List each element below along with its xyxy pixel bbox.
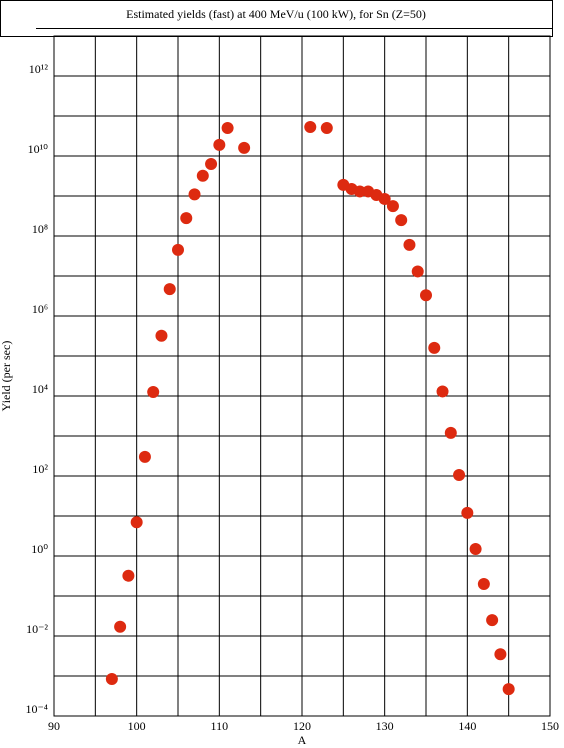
data-point [428,341,441,354]
y-tick-label: 10² [32,462,48,476]
data-point [163,283,176,296]
data-point [130,516,143,529]
data-point [320,122,333,135]
y-tick-label: 10¹⁰ [28,142,49,156]
data-point [469,542,482,555]
data-point [411,265,424,278]
chart-title: Estimated yields (fast) at 400 MeV/u (10… [126,7,426,21]
data-point [461,506,474,519]
y-tick-label: 10⁰ [31,542,48,556]
x-axis-label: A [298,733,307,747]
x-tick-label: 130 [376,719,394,733]
y-tick-label: 10¹² [29,62,49,76]
x-tick-label: 100 [128,719,146,733]
data-point [180,212,193,225]
data-point [436,385,449,398]
y-tick-label: 10⁶ [32,302,48,316]
data-point [453,468,466,481]
y-tick-label: 10⁴ [32,382,48,396]
data-point [205,158,218,171]
data-point [188,188,201,201]
data-point [494,648,507,661]
x-tick-label: 140 [458,719,476,733]
data-point [486,614,499,627]
data-point [138,450,151,463]
x-tick-label: 90 [48,719,60,733]
y-tick-label: 10⁸ [32,222,48,236]
y-axis-label: Yield (per sec) [0,341,13,412]
x-tick-label: 120 [293,719,311,733]
y-tick-label: 10⁻⁴ [25,702,48,716]
data-point [502,683,515,696]
data-point [196,169,209,182]
data-point [378,193,391,206]
data-point [403,238,416,251]
data-point [304,121,317,134]
data-point [172,243,184,256]
data-point [105,673,118,686]
data-point [122,569,135,582]
x-tick-label: 150 [541,719,559,733]
data-point [444,426,457,439]
data-point [395,214,408,227]
y-tick-label: 10⁻² [26,622,48,636]
x-tick-label: 110 [211,719,229,733]
data-point [238,141,251,154]
data-point [155,329,168,342]
data-point [147,385,160,398]
data-point [353,185,366,198]
data-point [386,200,399,213]
data-point [114,620,127,633]
data-point [213,138,226,151]
data-point [477,577,490,590]
data-point [420,289,432,302]
data-point [221,122,234,135]
